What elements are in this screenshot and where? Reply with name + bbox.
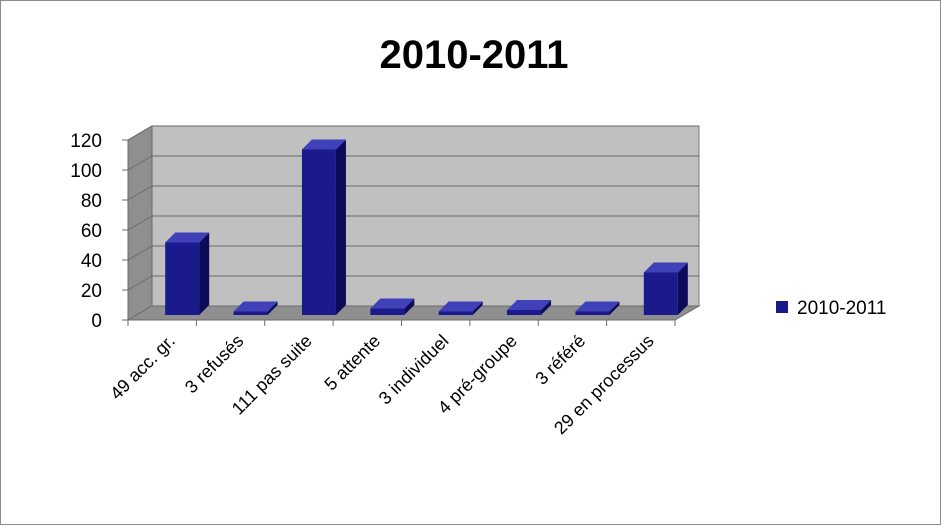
chart-title: 2010-2011 bbox=[379, 33, 568, 77]
y-tick-label: 120 bbox=[70, 131, 102, 152]
gridline-side bbox=[127, 245, 153, 261]
bar-side bbox=[609, 301, 620, 315]
bar-side bbox=[541, 300, 552, 315]
bar bbox=[301, 139, 346, 315]
x-tick-label: 3 refusés bbox=[181, 331, 248, 398]
bar bbox=[507, 300, 552, 315]
bar bbox=[233, 301, 278, 315]
bar-top bbox=[507, 300, 552, 310]
bar-top bbox=[370, 298, 415, 309]
bar-front bbox=[438, 311, 473, 315]
bar-front bbox=[233, 311, 268, 315]
bar-front bbox=[165, 242, 200, 315]
bar-side bbox=[267, 301, 278, 315]
bar-front bbox=[507, 310, 542, 315]
y-tick-label: 0 bbox=[91, 311, 102, 332]
x-tick-label: 49 acc. gr. bbox=[106, 331, 179, 404]
bar-side bbox=[335, 139, 346, 315]
bar bbox=[370, 298, 415, 315]
y-tick-label: 40 bbox=[81, 251, 102, 272]
x-tick-label: 3 référé bbox=[531, 331, 589, 389]
gridline-side bbox=[127, 155, 153, 171]
y-tick-label: 100 bbox=[70, 161, 102, 182]
bar bbox=[438, 301, 483, 315]
bar-top bbox=[301, 139, 346, 150]
bar bbox=[575, 301, 620, 315]
legend: 2010-2011 bbox=[776, 298, 886, 319]
bar-top bbox=[233, 301, 278, 312]
plot-back-wall bbox=[126, 125, 701, 321]
y-tick-label: 60 bbox=[81, 221, 102, 242]
bar-top bbox=[575, 301, 620, 312]
legend-swatch bbox=[776, 301, 788, 313]
legend-label: 2010-2011 bbox=[797, 298, 886, 319]
bar-side bbox=[677, 262, 688, 315]
gridline-side bbox=[127, 125, 153, 141]
bar bbox=[643, 262, 688, 315]
bar-top bbox=[438, 301, 483, 312]
y-tick-label: 20 bbox=[81, 281, 102, 302]
bar-front bbox=[370, 308, 405, 315]
bar-top bbox=[165, 232, 210, 243]
bar-side bbox=[472, 301, 483, 315]
bars bbox=[165, 139, 688, 315]
bar-front bbox=[575, 311, 610, 315]
gridline-side bbox=[127, 215, 153, 231]
axes bbox=[122, 139, 676, 326]
bar-side bbox=[199, 232, 210, 315]
bar bbox=[165, 232, 210, 315]
bar-front bbox=[301, 149, 336, 315]
bar-front bbox=[643, 272, 678, 315]
gridlines bbox=[127, 125, 699, 291]
gridline-side bbox=[127, 275, 153, 291]
y-tick-label: 80 bbox=[81, 191, 102, 212]
y-tick-labels: 0 20 40 60 80 100 120 bbox=[70, 131, 102, 332]
bar-side bbox=[404, 298, 415, 315]
bar-top bbox=[643, 262, 688, 273]
x-tick-label: 5 attente bbox=[320, 331, 384, 395]
gridline-side bbox=[127, 185, 153, 201]
